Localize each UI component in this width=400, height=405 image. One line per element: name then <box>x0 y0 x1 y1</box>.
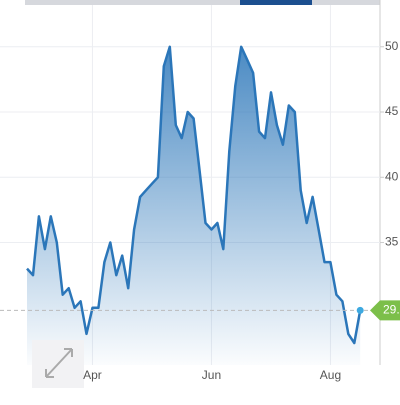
y-tick-label: 50 <box>385 39 399 53</box>
y-tick-label: 35 <box>385 235 399 249</box>
last-price-badge <box>370 300 400 321</box>
last-point <box>356 306 364 314</box>
line <box>26 45 362 345</box>
x-tick-label: Apr <box>83 368 102 382</box>
expand-icon[interactable] <box>45 348 73 378</box>
last-price-label: 29. <box>383 303 400 317</box>
plot: 29. <box>0 45 400 366</box>
expand-button[interactable] <box>32 340 84 388</box>
x-tick-label: Jun <box>202 368 221 382</box>
range-bar <box>25 0 380 5</box>
y-tick-label: 45 <box>385 104 399 118</box>
x-tick-label: Aug <box>320 368 341 382</box>
range-selector[interactable] <box>240 0 312 5</box>
y-tick-label: 40 <box>385 169 399 183</box>
